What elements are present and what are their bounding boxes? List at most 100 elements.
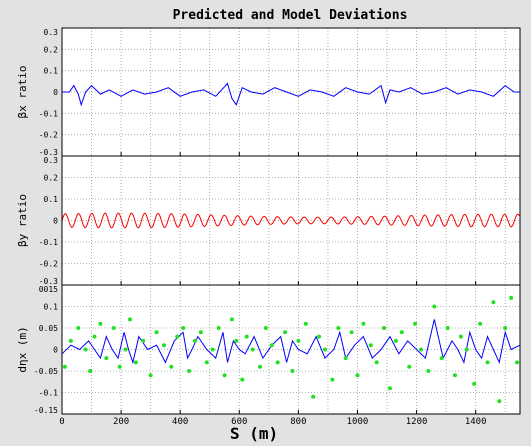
dispersion-scatter-point (472, 381, 477, 386)
betay-ytick-label: -0.1 (39, 238, 58, 247)
dispersion-scatter-point (458, 334, 463, 339)
dispersion-scatter-point (374, 360, 379, 365)
dispersion-ytick-label: -0.15 (34, 406, 58, 415)
dispersion-scatter-point (399, 330, 404, 335)
dispersion-xtick-label: 800 (290, 417, 306, 427)
dispersion-scatter-point (234, 338, 239, 343)
dispersion-scatter-point (204, 360, 209, 365)
dispersion-scatter-point (290, 369, 295, 373)
dispersion-scatter-point (154, 330, 159, 335)
dispersion-scatter-point (263, 326, 268, 330)
dispersion-scatter-point (275, 360, 280, 365)
dispersion-xtick-label: 0 (59, 417, 64, 427)
dispersion-scatter-point (439, 356, 444, 361)
dispersion-scatter-point (169, 364, 174, 369)
dispersion-scatter-point (244, 334, 249, 339)
dispersion-scatter-point (509, 295, 514, 300)
chart-title: Predicted and Model Deviations (172, 8, 408, 23)
dispersion-xtick-label: 1000 (347, 417, 369, 427)
dispersion-scatter-point (419, 347, 424, 352)
dispersion-scatter-point (127, 317, 132, 322)
dispersion-scatter-point (432, 304, 437, 309)
dispersion-scatter-point (250, 347, 255, 352)
dispersion-scatter-point (491, 300, 496, 305)
dispersion-ylabel: dηx (m) (16, 326, 29, 372)
betax-ytick-label: 0.1 (44, 67, 59, 76)
dispersion-scatter-point (269, 343, 274, 348)
dispersion-scatter-point (464, 347, 469, 352)
x-axis-label: S (m) (230, 424, 279, 443)
dispersion-xtick-label: 200 (113, 417, 129, 427)
dispersion-scatter-point (452, 373, 457, 378)
betax-ytick-label: -0.1 (39, 109, 58, 118)
betax-ytick-label: -0.3 (39, 148, 58, 157)
betax-ytick-label: 0 (53, 88, 58, 97)
dispersion-scatter-point (311, 394, 316, 399)
dispersion-scatter-point (317, 334, 322, 339)
dispersion-scatter-point (257, 364, 262, 369)
dispersion-scatter-point (68, 338, 73, 343)
betax-series-line (62, 82, 520, 107)
dispersion-scatter-point (88, 369, 93, 373)
dispersion-ytick-label: -0.1 (39, 389, 58, 398)
dispersion-scatter-point (503, 326, 508, 330)
betay-ytick-label: 0.2 (44, 174, 59, 183)
dispersion-scatter-point (175, 334, 180, 339)
dispersion-scatter-point (92, 334, 97, 339)
dispersion-scatter-point (355, 373, 360, 378)
dispersion-xtick-label: 1400 (465, 417, 487, 427)
dispersion-scatter-point (303, 321, 308, 326)
dispersion-scatter-point (198, 330, 203, 335)
dispersion-scatter-point (393, 338, 398, 343)
dispersion-scatter-point (349, 330, 354, 335)
dispersion-scatter-point (336, 326, 341, 330)
dispersion-scatter-point (192, 338, 197, 343)
dispersion-series-line (61, 319, 521, 365)
dispersion-scatter-point (117, 364, 122, 369)
dispersion-scatter-point (187, 369, 192, 373)
dispersion-scatter-point (123, 347, 128, 352)
dispersion-scatter-point (76, 326, 81, 330)
dispersion-scatter-point (229, 317, 234, 322)
dispersion-scatter-point (515, 360, 520, 365)
dispersion-scatter-point (216, 326, 221, 330)
betay-ylabel: βy ratio (16, 194, 29, 247)
betax-ytick-label: 0.3 (44, 28, 59, 37)
dispersion-scatter-point (283, 330, 288, 335)
betay-series-line (61, 212, 520, 229)
betay-ytick-label: 0.3 (44, 156, 59, 165)
dispersion-scatter-point (382, 326, 387, 330)
dispersion-scatter-point (478, 321, 483, 326)
dispersion-frame (61, 284, 521, 415)
betay-ytick-label: -0.3 (39, 277, 58, 286)
dispersion-scatter-point (98, 321, 103, 326)
betay-ytick-label: 0.1 (44, 195, 59, 204)
dispersion-scatter-point (210, 347, 215, 352)
dispersion-scatter-point (368, 343, 373, 348)
dispersion-scatter-point (413, 321, 418, 326)
dispersion-scatter-point (322, 347, 327, 352)
dispersion-scatter-point (330, 377, 335, 382)
dispersion-xtick-label: 400 (172, 417, 188, 427)
dispersion-ytick-label: 0015 (39, 285, 58, 294)
dispersion-scatter-point (497, 399, 502, 404)
dispersion-scatter-point (181, 326, 186, 330)
betax-ytick-label: 0.2 (44, 45, 59, 54)
dispersion-scatter-point (445, 326, 450, 330)
dispersion-scatter-point (387, 386, 392, 391)
dispersion-scatter-point (83, 347, 88, 352)
dispersion-scatter-point (361, 321, 366, 326)
dispersion-scatter-point (343, 356, 348, 361)
dispersion-scatter-point (104, 356, 109, 361)
dispersion-ytick-label: -0.05 (34, 367, 58, 376)
dispersion-ytick-label: 0.1 (44, 303, 59, 312)
dispersion-scatter-point (141, 338, 146, 343)
dispersion-xtick-label: 600 (231, 417, 247, 427)
dispersion-xtick-label: 1200 (406, 417, 428, 427)
dispersion-scatter-point (485, 360, 490, 365)
dispersion-scatter-point (222, 373, 227, 378)
dispersion-scatter-point (240, 377, 245, 382)
betax-ytick-label: -0.2 (39, 131, 58, 140)
